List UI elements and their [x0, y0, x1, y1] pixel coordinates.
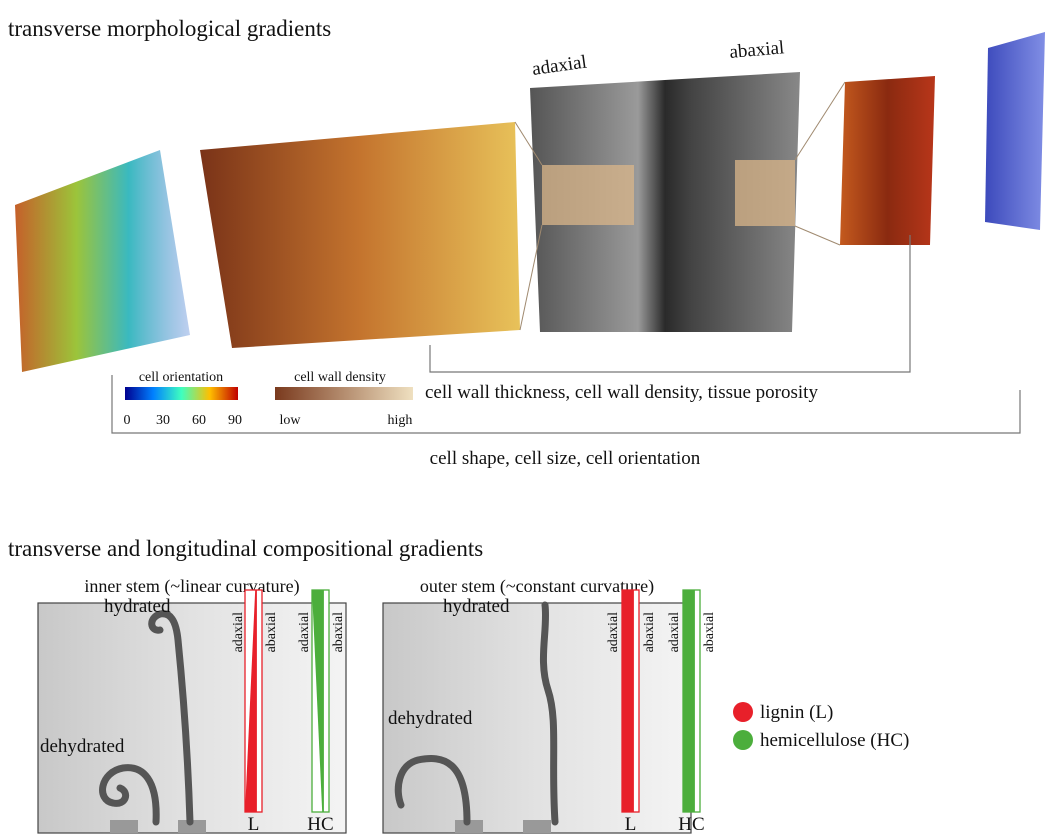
dehydrated-label: dehydrated: [40, 736, 125, 757]
bar-label: HC: [307, 814, 333, 834]
legend-label: lignin (L): [760, 702, 833, 723]
hydrated-label: hydrated: [104, 596, 171, 617]
gradient-bar: [622, 590, 634, 812]
colorbar-tick: 0: [124, 413, 131, 428]
section-title: transverse and longitudinal compositiona…: [8, 536, 483, 561]
colorbar-tick: 60: [192, 413, 206, 428]
section-title: transverse morphological gradients: [8, 16, 331, 41]
bar-side-label: abaxial: [642, 612, 657, 653]
stem-base: [110, 820, 138, 833]
bar-side-label: abaxial: [702, 612, 717, 653]
cell-orientation-render: [15, 150, 190, 372]
legend-label: hemicellulose (HC): [760, 730, 909, 751]
colorbar-tick: 30: [156, 413, 170, 428]
colorbar-tick: 90: [228, 413, 242, 428]
adaxial-label: adaxial: [531, 52, 588, 80]
pore-render: [985, 32, 1045, 230]
colorbar-title: cell wall density: [294, 370, 386, 385]
bar-label: L: [625, 814, 637, 834]
colorbar: [275, 387, 413, 400]
bar-side-label: adaxial: [606, 612, 621, 653]
panel-title: outer stem (~constant curvature): [420, 576, 654, 597]
abaxial-label: abaxial: [729, 37, 785, 63]
colorbar-title: cell orientation: [139, 370, 223, 385]
panel-title: inner stem (~linear curvature): [84, 576, 299, 597]
bracket-label: cell wall thickness, cell wall density, …: [425, 382, 818, 403]
bar-label: HC: [678, 814, 704, 834]
legend-dot: [733, 730, 753, 750]
colorbar-label: high: [388, 413, 413, 428]
gradient-bar: [683, 590, 695, 812]
stem-base: [523, 820, 551, 833]
legend-dot: [733, 702, 753, 722]
dehydrated-label: dehydrated: [388, 708, 473, 729]
tissue-render: [840, 76, 935, 245]
colorbar: [125, 387, 238, 400]
hydrated-label: hydrated: [443, 596, 510, 617]
zoom-region: [735, 160, 795, 226]
bar-side-label: adaxial: [667, 612, 682, 653]
zoom-region: [542, 165, 634, 225]
cell-density-render: [200, 122, 520, 348]
bracket-label: cell shape, cell size, cell orientation: [430, 448, 701, 469]
bar-side-label: abaxial: [264, 612, 279, 653]
bar-side-label: adaxial: [297, 612, 312, 653]
colorbar-label: low: [280, 413, 302, 428]
bar-side-label: abaxial: [331, 612, 346, 653]
figure: transverse morphological gradients adaxi…: [0, 0, 1052, 834]
bar-side-label: adaxial: [231, 612, 246, 653]
bar-label: L: [248, 814, 260, 834]
